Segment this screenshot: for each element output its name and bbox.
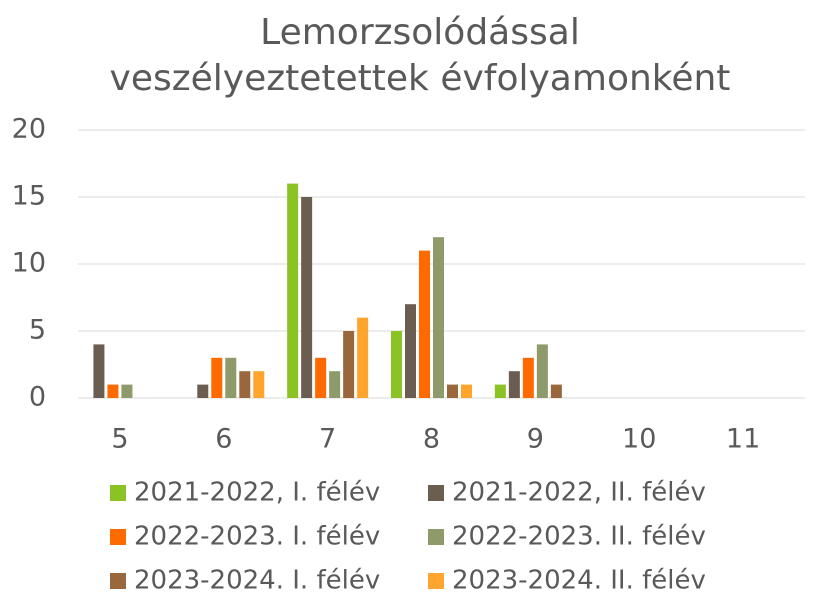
bar [121,384,133,398]
x-tick-label: 6 [215,424,232,455]
y-tick-label: 10 [12,248,46,279]
legend-swatch [110,485,126,501]
bar [494,384,506,398]
bar [522,357,534,398]
bar [508,371,520,398]
x-tick-label: 9 [527,424,544,455]
bar [447,384,458,398]
chart-title: Lemorzsolódással [260,12,580,53]
bar [550,384,562,398]
legend-swatch [110,573,126,589]
y-tick-label: 0 [29,382,46,413]
legend-swatch [428,529,444,545]
x-tick-label: 5 [111,424,128,455]
bar [239,371,251,398]
legend-swatch [110,529,126,545]
bar [197,384,209,398]
bar [405,304,416,398]
legend-label: 2022-2023. I. félév [134,522,380,552]
x-tick-label: 10 [622,424,656,455]
bar [287,183,299,398]
bar [225,357,237,398]
y-tick-label: 20 [12,114,46,145]
legend-swatch [428,573,444,589]
legend-swatch [428,485,444,501]
bar [329,371,341,398]
legend-label: 2021-2022, II. félév [452,478,706,508]
bar [536,344,548,398]
bar [211,357,223,398]
x-tick-label: 11 [726,424,760,455]
bar [301,197,313,398]
legend-label: 2021-2022, I. félév [134,478,380,508]
y-tick-label: 15 [12,181,46,212]
legend-label: 2023-2024. I. félév [134,566,380,596]
bar [419,250,430,398]
bar [391,331,402,398]
bar [461,384,472,398]
bar [357,317,369,398]
bar [93,344,105,398]
bar [315,357,327,398]
x-tick-label: 8 [423,424,440,455]
y-tick-label: 5 [29,315,46,346]
chart-title: veszélyeztetettek évfolyamonként [110,58,731,99]
bar [253,371,265,398]
legend-label: 2022-2023. II. félév [452,522,706,552]
bar [107,384,119,398]
bar [433,237,444,398]
bar [343,331,355,398]
legend-label: 2023-2024. II. félév [452,566,706,596]
x-tick-label: 7 [319,424,336,455]
